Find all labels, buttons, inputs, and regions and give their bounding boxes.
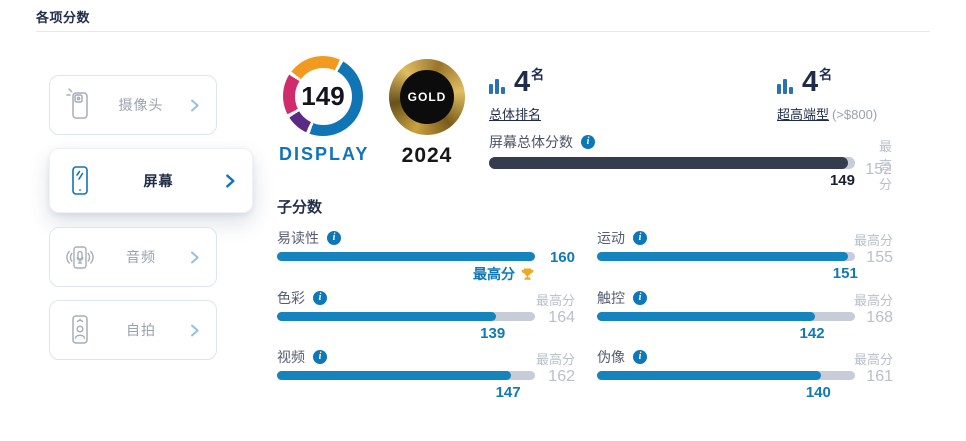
display-score-value: 149 <box>294 67 352 125</box>
subscore-row-readability: 易读性 i 160 最高分 <box>277 228 575 284</box>
overall-bar-fill <box>489 157 848 169</box>
score-bar <box>277 371 535 380</box>
max-score-value: 168 <box>866 309 893 326</box>
sidebar-item-label: 摄像头 <box>118 97 164 113</box>
sidebar-item-camera[interactable]: 摄像头 <box>49 75 217 135</box>
score-bar <box>597 312 855 321</box>
display-score-badge: 149 DISPLAY <box>279 56 367 165</box>
gold-award-year: 2024 <box>401 144 453 167</box>
max-score-value: 155 <box>866 249 893 266</box>
score-bar <box>597 252 855 261</box>
subscore-label: 色彩 <box>277 290 305 306</box>
bar-fill <box>597 312 816 321</box>
subscore-value: 139 <box>480 325 506 342</box>
bar-fill <box>277 371 512 380</box>
segment-price-note: (>$800) <box>832 107 878 122</box>
subscore-row-color: 色彩 i 最高分 164 139 <box>277 288 575 344</box>
sidebar-item-selfie[interactable]: 自拍 <box>49 300 217 360</box>
subscore-row-touch: 触控 i 最高分 168 142 <box>597 288 893 344</box>
max-score-label: 最高分 <box>878 139 892 192</box>
gold-award-badge: GOLD 2024 <box>387 59 467 168</box>
ranking-bars-icon <box>489 78 506 94</box>
camera-phone-icon <box>66 88 88 119</box>
subscore-value: 151 <box>832 265 858 282</box>
overall-score-value: 149 <box>829 172 855 189</box>
max-score-label: 最高分 <box>853 233 893 248</box>
chevron-right-icon <box>191 99 199 111</box>
subscore-row-artifacts: 伪像 i 最高分 161 140 <box>597 347 893 403</box>
max-score-value: 161 <box>866 368 893 385</box>
info-icon[interactable]: i <box>313 291 327 305</box>
info-icon[interactable]: i <box>313 350 327 364</box>
overall-score-label: 屏幕总体分数 <box>489 134 573 150</box>
subscore-label: 易读性 <box>277 230 319 246</box>
info-icon[interactable]: i <box>633 291 647 305</box>
info-icon[interactable]: i <box>327 231 341 245</box>
trophy-icon <box>521 268 534 280</box>
rank-number: 4名 <box>802 66 833 98</box>
subscore-value: 142 <box>799 325 825 342</box>
max-score-label: 最高分 <box>853 352 893 367</box>
overall-max-value: 152 <box>865 161 892 178</box>
max-score-value: 164 <box>548 309 575 326</box>
sidebar-item-screen[interactable]: 屏幕 <box>49 148 253 213</box>
score-bar <box>277 312 535 321</box>
bar-fill <box>597 252 849 261</box>
subscore-value: 147 <box>495 384 521 401</box>
screen-phone-icon <box>72 165 88 195</box>
sidebar-item-label: 自拍 <box>126 322 156 338</box>
ranking-bars-icon <box>777 78 794 94</box>
subscore-value: 160 <box>549 249 575 266</box>
max-score-label: 最高分 <box>535 293 575 308</box>
overall-ranking: 4名 总体排名 <box>489 68 544 123</box>
bar-fill <box>277 312 496 321</box>
chevron-right-icon <box>226 173 235 188</box>
overall-ranking-link[interactable]: 总体排名 <box>489 107 542 122</box>
display-badge-label: DISPLAY <box>279 144 370 164</box>
best-score-badge: 最高分 <box>277 264 535 284</box>
sidebar-item-label: 屏幕 <box>143 172 174 189</box>
segment-ranking: 4名 超高端型 (>$800) <box>777 68 877 123</box>
overall-score-header: 屏幕总体分数 i <box>489 132 595 152</box>
overall-score-bar <box>489 157 855 169</box>
chevron-right-icon <box>191 251 199 263</box>
audio-phone-icon <box>66 246 94 269</box>
gold-award-label: GOLD <box>400 70 454 124</box>
rank-number: 4名 <box>514 66 545 98</box>
sidebar-item-label: 音频 <box>126 249 156 265</box>
info-icon[interactable]: i <box>581 135 595 149</box>
bar-fill <box>277 252 535 261</box>
max-score-label: 最高分 <box>853 293 893 308</box>
page-title: 各项分数 <box>36 10 91 25</box>
selfie-phone-icon <box>72 315 88 344</box>
subscore-label: 触控 <box>597 290 625 306</box>
subscore-label: 伪像 <box>597 349 625 365</box>
score-bar <box>277 252 535 261</box>
bar-fill <box>597 371 822 380</box>
gold-medal-icon: GOLD <box>389 59 465 135</box>
info-icon[interactable]: i <box>633 350 647 364</box>
dxomark-display-logo: 149 <box>283 56 363 136</box>
max-score-value: 162 <box>548 368 575 385</box>
subscore-row-motion: 运动 i 最高分 155 151 <box>597 228 893 284</box>
max-score-label: 最高分 <box>535 352 575 367</box>
subscore-value: 140 <box>805 384 831 401</box>
segment-ranking-link[interactable]: 超高端型 <box>777 107 830 122</box>
subscores-heading: 子分数 <box>277 199 323 216</box>
subscore-label: 视频 <box>277 349 305 365</box>
sidebar-item-audio[interactable]: 音频 <box>49 227 217 287</box>
chevron-right-icon <box>191 324 199 336</box>
subscore-row-video: 视频 i 最高分 162 147 <box>277 347 575 403</box>
divider <box>36 31 930 32</box>
info-icon[interactable]: i <box>633 231 647 245</box>
subscore-label: 运动 <box>597 230 625 246</box>
score-bar <box>597 371 855 380</box>
